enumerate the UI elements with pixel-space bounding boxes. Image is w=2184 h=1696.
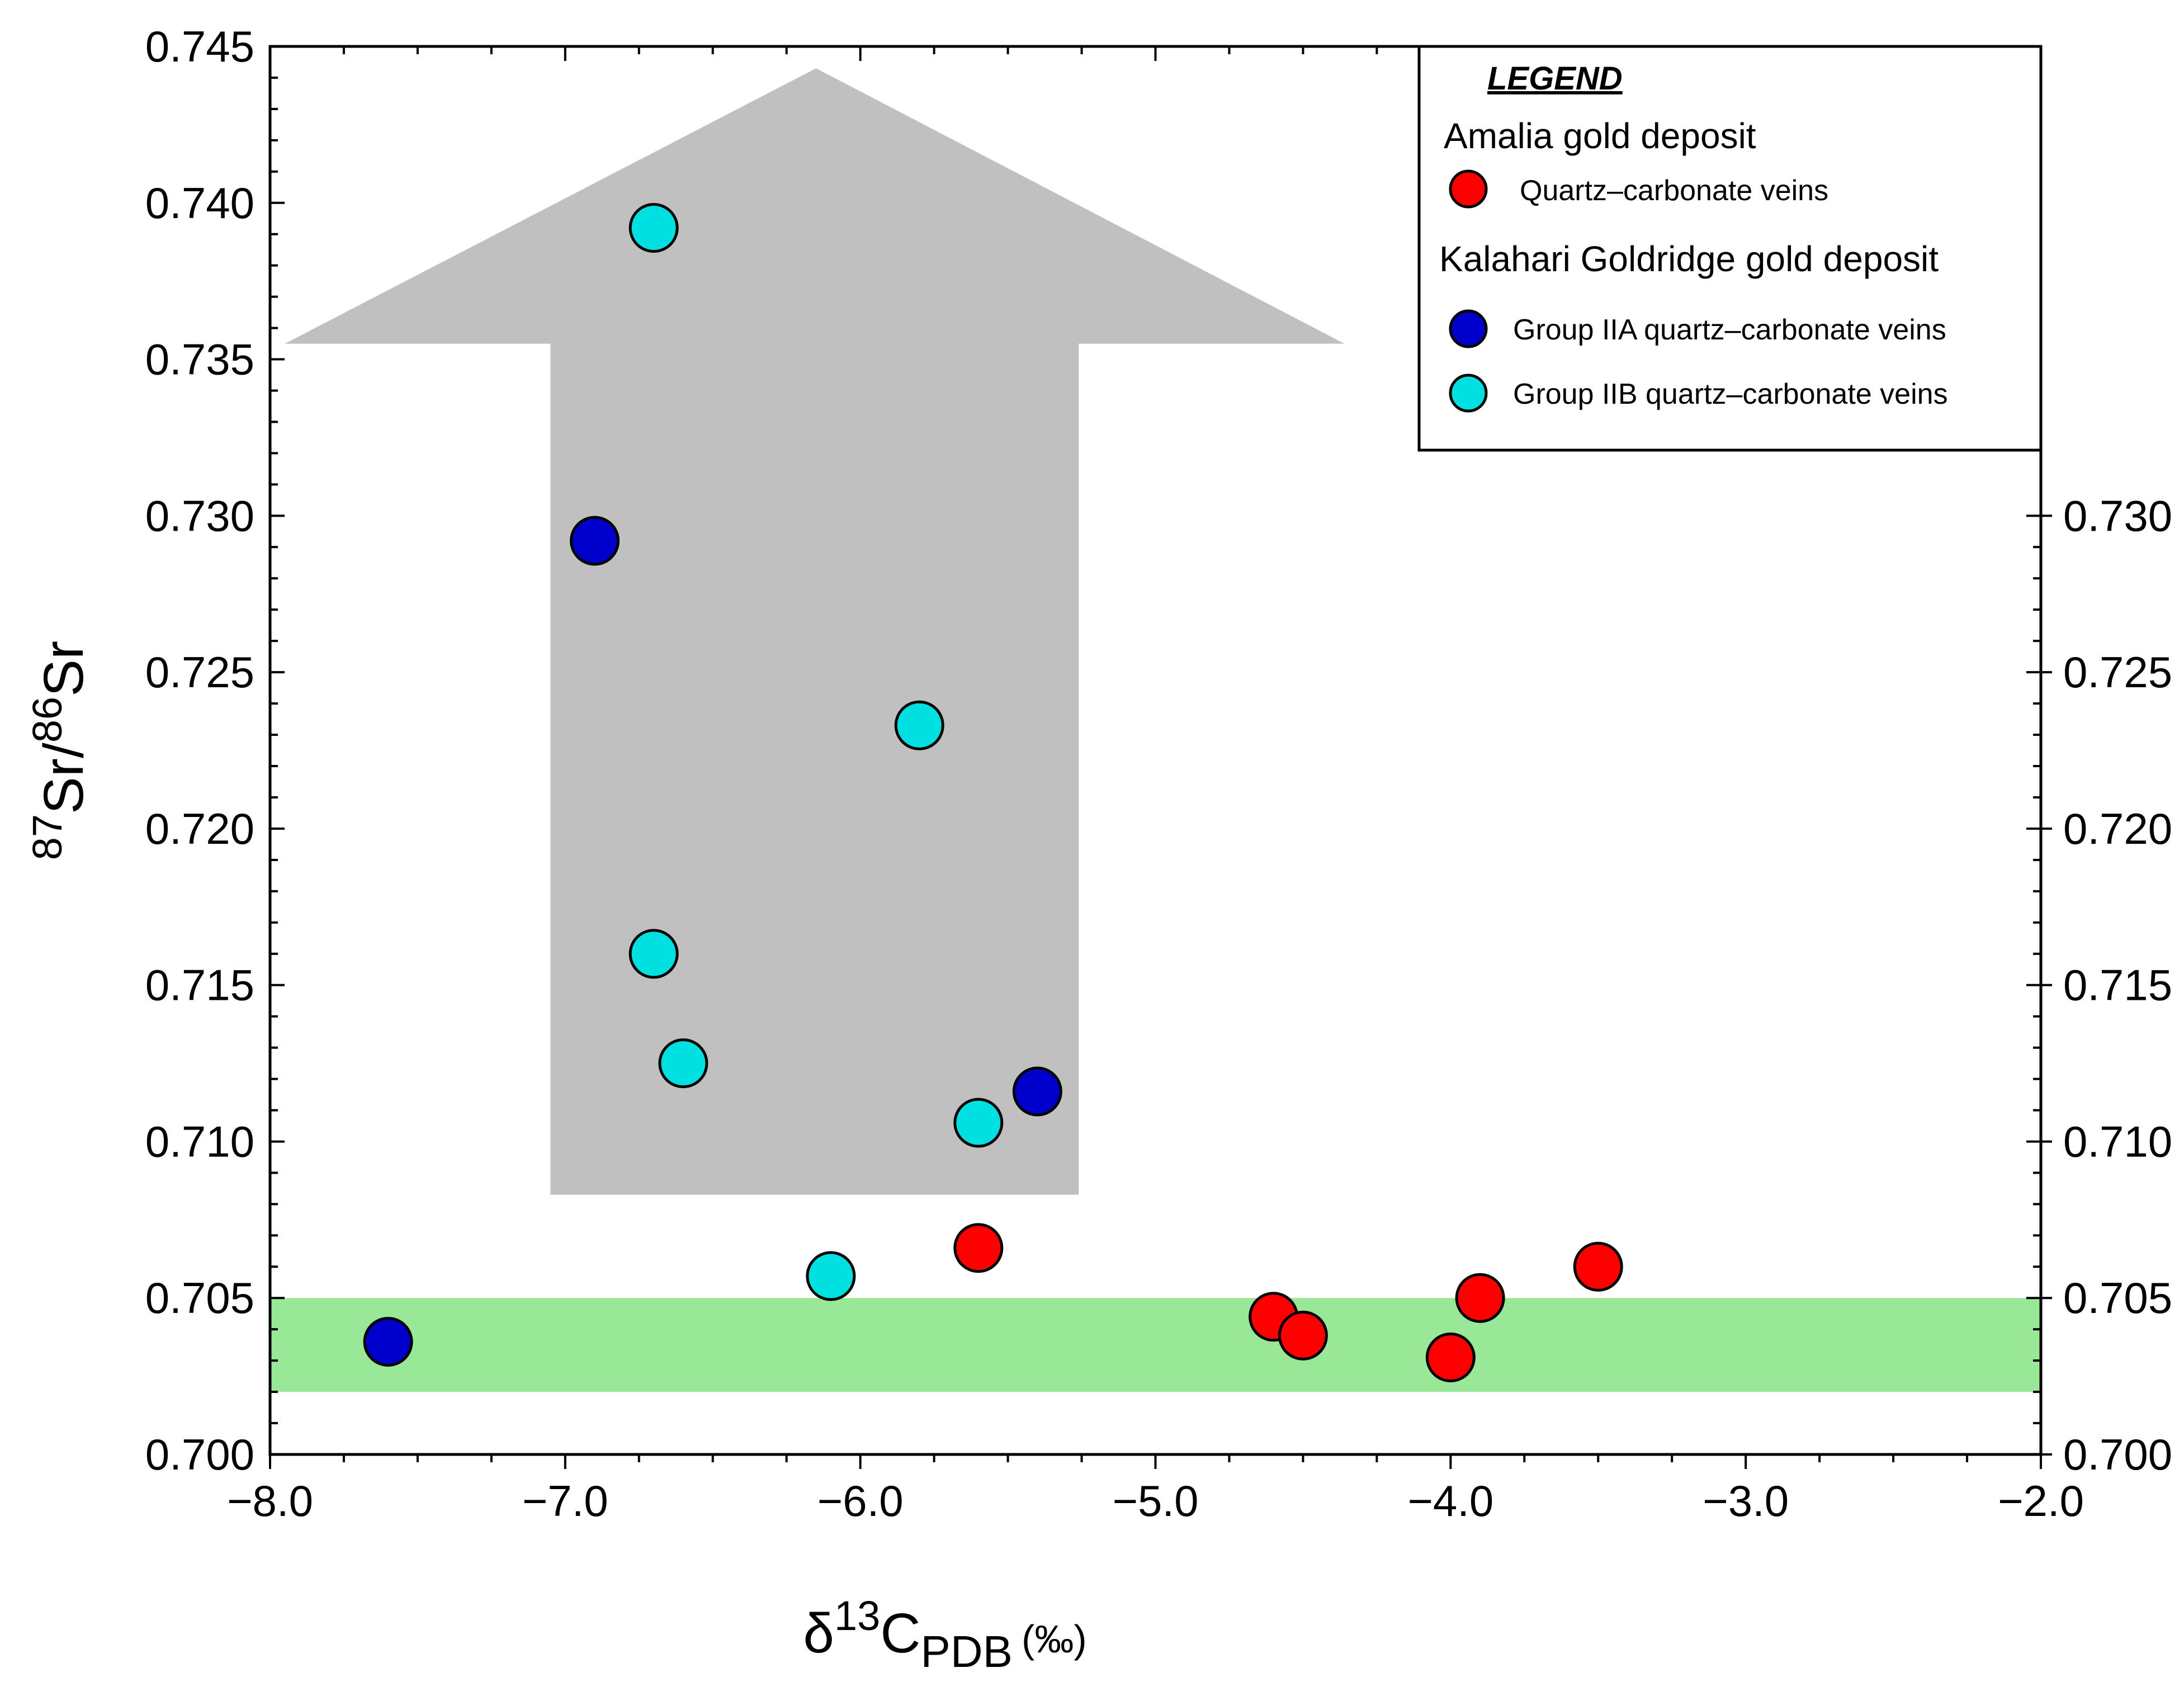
data-point-series-3 [658,1038,708,1089]
y-right-tick-label: 0.725 [2063,648,2172,697]
x-tick-label: −4.0 [1407,1476,1493,1525]
legend-marker-group-iib [1449,374,1488,413]
data-point-series-2 [363,1317,413,1367]
x-title-main: C [880,1602,920,1665]
data-point-series-1 [1455,1273,1505,1323]
y-tick-label: 0.725 [145,648,254,697]
x-title-unit: (‰) [1022,1617,1087,1661]
y-tick-label: 0.745 [145,22,254,71]
y-right-tick-label: 0.720 [2063,804,2172,853]
x-tick-label: −5.0 [1113,1476,1199,1525]
y-right-tick-label: 0.705 [2063,1273,2172,1322]
y-tick-label: 0.740 [145,178,254,228]
y-title-sup1: 87 [24,814,70,860]
legend-group-kalahari: Kalahari Goldridge gold deposit [1439,239,1939,279]
legend-marker-group-iia [1449,309,1488,348]
legend-label-quartz-carbonate: Quartz–carbonate veins [1520,174,1828,207]
y-tick-label: 0.710 [145,1117,254,1166]
y-right-tick-label: 0.710 [2063,1117,2172,1166]
y-title-part1: Sr/ [32,743,95,814]
legend: LEGEND Amalia gold deposit Quartz–carbon… [1417,45,2043,452]
y-tick-label: 0.705 [145,1273,254,1322]
trend-arrow [285,68,1345,1195]
y-tick-label: 0.715 [145,961,254,1010]
data-point-series-2 [570,516,620,566]
data-point-series-3 [953,1098,1004,1148]
x-title-sub: PDB [921,1627,1013,1676]
mantle-band [270,1298,2041,1392]
legend-title: LEGEND [1487,60,1623,97]
y-tick-label: 0.720 [145,804,254,853]
legend-box [1417,45,2043,452]
y-title-part2: Sr [32,641,95,697]
x-title-sup: 13 [834,1593,880,1639]
x-tick-label: −6.0 [817,1476,904,1525]
x-tick-label: −3.0 [1703,1476,1789,1525]
data-point-series-1 [1425,1333,1476,1383]
data-point-series-3 [628,929,679,979]
x-tick-label: −7.0 [522,1476,608,1525]
y-title-sup2: 86 [24,697,70,743]
y-tick-label: 0.730 [145,491,254,540]
data-point-series-2 [1012,1066,1062,1117]
y-tick-label: 0.700 [145,1430,254,1479]
data-point-series-3 [806,1251,856,1301]
y-tick-label: 0.735 [145,335,254,384]
y-right-tick-label: 0.730 [2063,491,2172,540]
x-tick-label: −8.0 [227,1476,313,1525]
x-title-prefix: δ [803,1602,834,1665]
y-axis-title: 87Sr/86Sr [24,641,95,860]
data-point-series-3 [894,700,944,750]
data-point-series-3 [628,203,679,253]
x-axis-title: δ13CPDB (‰) [803,1593,1086,1676]
data-point-series-1 [1278,1310,1328,1360]
legend-group-amalia: Amalia gold deposit [1444,116,1756,156]
legend-label-group-iia: Group IIA quartz–carbonate veins [1513,314,1946,346]
legend-label-group-iib: Group IIB quartz–carbonate veins [1513,378,1948,410]
y-right-tick-label: 0.700 [2063,1430,2172,1479]
data-point-series-1 [953,1223,1004,1273]
data-point-series-1 [1573,1241,1623,1292]
legend-marker-quartz-carbonate [1449,169,1488,209]
y-right-tick-label: 0.715 [2063,961,2172,1010]
x-tick-label: −2.0 [1998,1476,2084,1525]
